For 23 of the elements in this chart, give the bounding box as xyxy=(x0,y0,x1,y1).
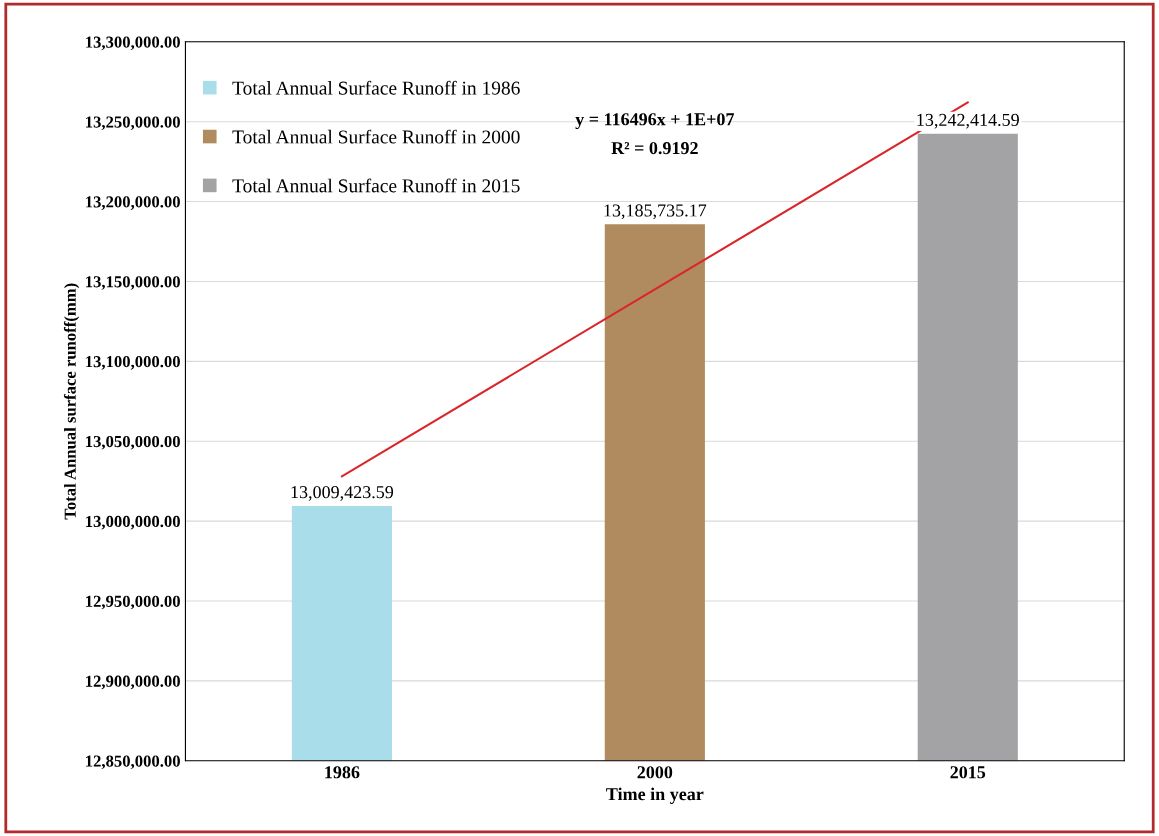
x-tick-label: 1986 xyxy=(325,766,360,779)
data-label: 13,185,735.17 xyxy=(604,204,707,220)
y-axis-title: Total Annual surface runoff(mm) xyxy=(63,283,80,520)
y-tick-label: 13,150,000.00 xyxy=(86,276,180,290)
x-tick-label: 2015 xyxy=(950,766,986,779)
legend-label: Total Annual Surface Runoff in 1986 xyxy=(232,80,520,95)
annotation: R² = 0.9192 xyxy=(611,141,698,155)
legend-label: Total Annual Surface Runoff in 2015 xyxy=(232,178,520,193)
annotation: y = 116496x + 1E+07 xyxy=(575,113,735,130)
y-tick-label: 12,950,000.00 xyxy=(86,595,180,610)
y-tick-label: 13,100,000.00 xyxy=(86,356,180,370)
legend-label: Total Annual Surface Runoff in 2000 xyxy=(232,129,520,144)
x-axis-title: Time in year xyxy=(606,787,704,804)
data-label: 13,242,414.59 xyxy=(917,113,1019,129)
y-tick-label: 12,900,000.00 xyxy=(86,675,180,690)
x-tick-label: 2000 xyxy=(637,766,673,779)
y-tick-label: 13,200,000.00 xyxy=(86,196,180,210)
data-label: 13,009,423.59 xyxy=(291,486,394,501)
y-tick-label: 13,050,000.00 xyxy=(86,435,180,450)
y-tick-label: 13,300,000.00 xyxy=(86,36,180,51)
y-tick-label: 13,250,000.00 xyxy=(86,116,180,131)
y-tick-label: 13,000,000.00 xyxy=(86,515,180,530)
y-tick-label: 12,850,000.00 xyxy=(86,755,180,770)
